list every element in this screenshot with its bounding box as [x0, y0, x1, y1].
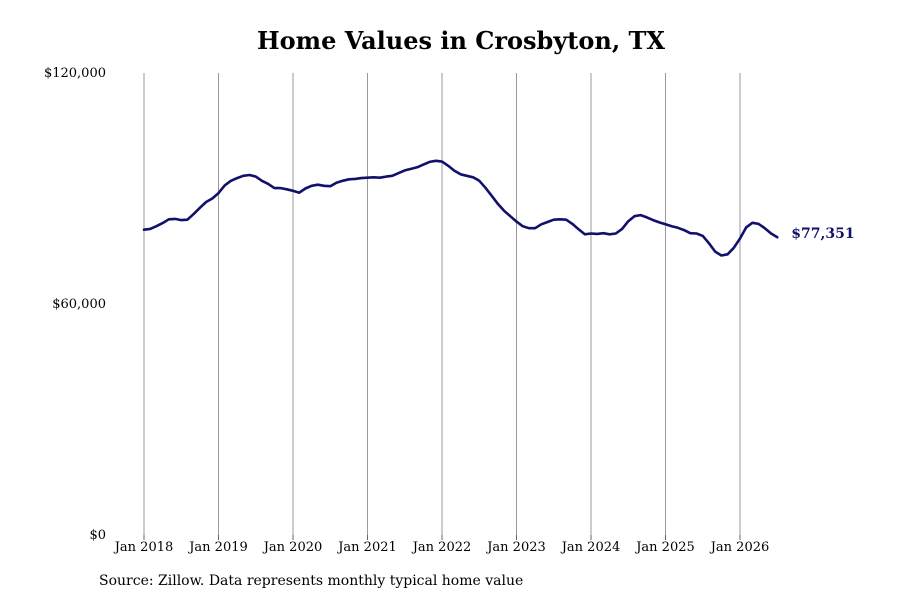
grid-lines: [143, 73, 741, 535]
x-tick-label: Jan 2023: [485, 540, 546, 555]
x-tick-label: Jan 2024: [560, 540, 621, 555]
x-axis: Jan 2018 Jan 2019 Jan 2020 Jan 2021 Jan 2022…: [113, 535, 770, 555]
y-tick-label: $0: [89, 528, 106, 543]
home-value-line: [142, 159, 779, 257]
y-tick-label: $120,000: [44, 66, 106, 81]
y-tick-label: $60,000: [52, 297, 106, 312]
x-tick-label: Jan 2022: [411, 540, 472, 555]
x-tick-label: Jan 2019: [187, 540, 248, 555]
x-tick-label: Jan 2025: [634, 540, 695, 555]
x-tick-label: Jan 2018: [113, 540, 174, 555]
x-tick-label: Jan 2026: [709, 540, 770, 555]
x-tick-label: Jan 2020: [262, 540, 323, 555]
y-axis: $0 $60,000 $120,000: [44, 66, 106, 543]
source-note: Source: Zillow. Data represents monthly …: [99, 573, 524, 589]
chart-title: Home Values in Crosbyton, TX: [256, 26, 666, 55]
latest-value-label: $77,351: [791, 226, 854, 242]
x-tick-label: Jan 2021: [336, 540, 397, 555]
